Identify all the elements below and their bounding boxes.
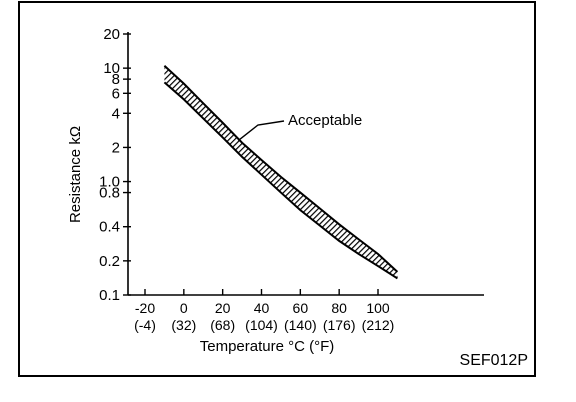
- y-tick-label: 4: [112, 105, 120, 122]
- x-tick-label: 40: [254, 300, 270, 316]
- x-axis-title: Temperature °C (°F): [200, 338, 335, 355]
- x-tick-label: 0: [180, 300, 188, 316]
- y-tick-label: 8: [112, 71, 120, 88]
- figure-code: SEF012P: [459, 352, 528, 369]
- chart-labels: 201086421.00.80.40.20.1-20(-4)0(32)20(68…: [67, 26, 394, 355]
- x-tick-sublabel: (32): [171, 317, 196, 333]
- x-tick-sublabel: (-4): [134, 317, 156, 333]
- y-tick-label: 0.1: [99, 287, 120, 304]
- x-tick-label: 60: [293, 300, 309, 316]
- y-tick-label: 1.0: [99, 174, 120, 191]
- y-tick-label: 0.4: [99, 219, 120, 236]
- y-tick-label: 2: [112, 139, 120, 156]
- x-tick-label: 80: [331, 300, 347, 316]
- axes: [123, 32, 484, 296]
- x-tick-sublabel: (176): [323, 317, 356, 333]
- y-tick-label: 10: [103, 60, 120, 77]
- annotation-label: Acceptable: [288, 112, 362, 129]
- x-tick-sublabel: (104): [245, 317, 278, 333]
- acceptable-band-fill: [164, 65, 398, 279]
- y-tick-label: 20: [103, 26, 120, 43]
- y-tick-label: 0.2: [99, 253, 120, 270]
- upper-limit-line: [163, 65, 399, 273]
- lower-limit-line: [163, 81, 398, 280]
- y-axis-title: Resistance kΩ: [67, 126, 84, 223]
- acceptable-band: [163, 65, 399, 280]
- x-tick-sublabel: (140): [284, 317, 317, 333]
- x-tick-label: 100: [366, 300, 390, 316]
- annotation-leader: [237, 120, 285, 142]
- x-tick-label: 20: [215, 300, 231, 316]
- x-tick-label: -20: [135, 300, 155, 316]
- y-tick-label: 0.8: [99, 185, 120, 202]
- y-tick-label: 6: [112, 85, 120, 102]
- x-tick-sublabel: (68): [210, 317, 235, 333]
- x-tick-sublabel: (212): [362, 317, 395, 333]
- figure-frame: [18, 1, 536, 377]
